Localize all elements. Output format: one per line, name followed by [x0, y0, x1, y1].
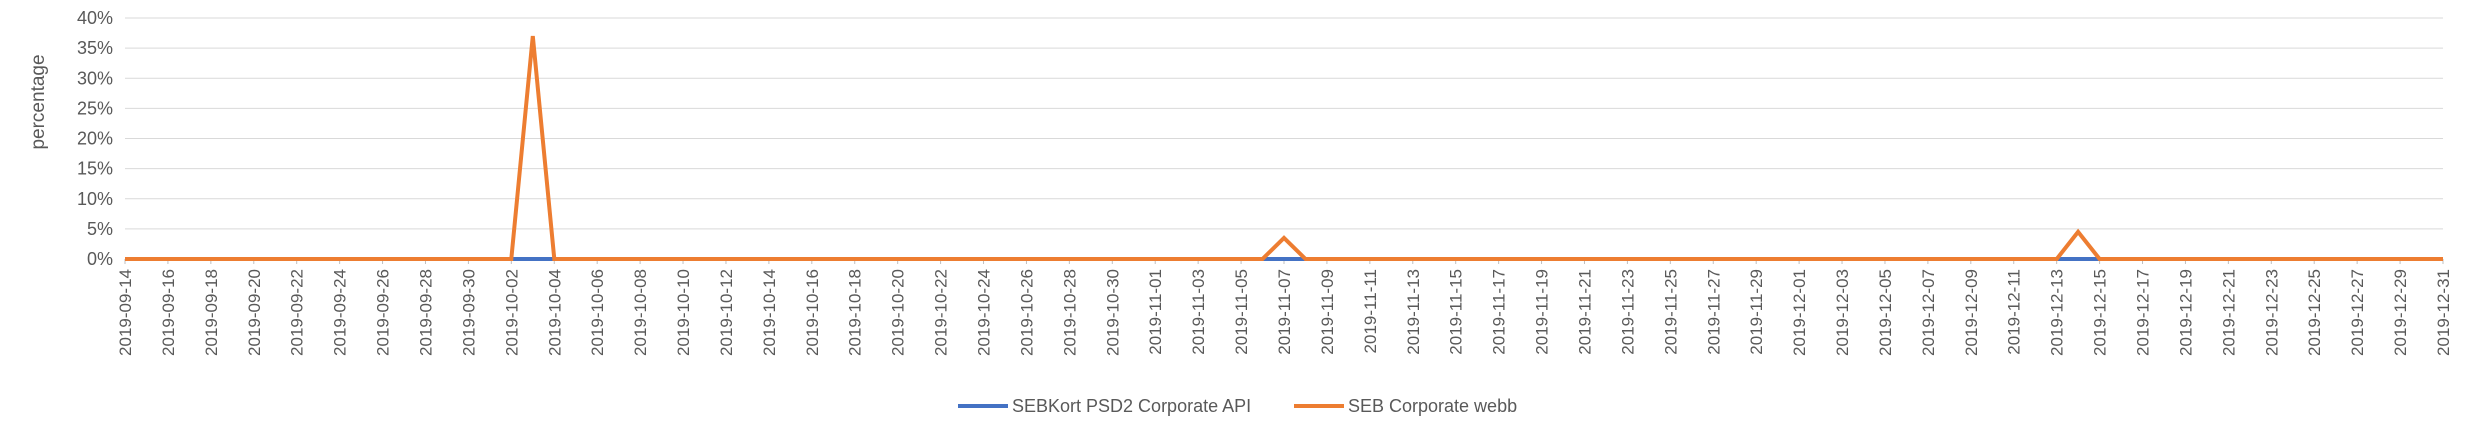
- x-tick-label: 2019-12-07: [1919, 269, 1938, 356]
- x-tick-label: 2019-10-02: [502, 269, 521, 356]
- x-tick-label: 2019-12-25: [2305, 269, 2324, 356]
- x-tick-label: 2019-11-05: [1232, 269, 1251, 355]
- legend-label: SEBKort PSD2 Corporate API: [1012, 396, 1251, 416]
- x-tick-label: 2019-09-26: [374, 269, 393, 356]
- y-tick-label: 30%: [77, 68, 113, 88]
- y-tick-label: 35%: [77, 38, 113, 58]
- x-tick-label: 2019-12-05: [1876, 269, 1895, 356]
- x-tick-label: 2019-11-15: [1447, 269, 1466, 355]
- x-tick-label: 2019-11-29: [1747, 269, 1766, 355]
- y-tick-label: 10%: [77, 189, 113, 209]
- x-tick-label: 2019-12-11: [2005, 269, 2024, 355]
- y-tick-label: 5%: [87, 219, 113, 239]
- x-tick-label: 2019-12-09: [1962, 269, 1981, 356]
- x-tick-label: 2019-12-13: [2048, 269, 2067, 356]
- x-tick-label: 2019-09-18: [202, 269, 221, 356]
- x-tick-label: 2019-10-30: [1103, 269, 1122, 356]
- x-tick-label: 2019-11-23: [1618, 269, 1637, 355]
- x-tick-label: 2019-12-31: [2434, 269, 2453, 356]
- x-tick-label: 2019-10-12: [717, 269, 736, 356]
- x-tick-label: 2019-10-10: [674, 269, 693, 356]
- legend: SEBKort PSD2 Corporate API SEB Corporate …: [958, 396, 1517, 416]
- x-tick-label: 2019-09-28: [416, 269, 435, 356]
- x-tick-label: 2019-10-18: [846, 269, 865, 356]
- x-tick-label: 2019-12-15: [2091, 269, 2110, 356]
- x-tick-label: 2019-12-01: [1790, 269, 1809, 356]
- x-tick-label: 2019-09-24: [331, 269, 350, 356]
- x-tick-label: 2019-10-14: [760, 269, 779, 356]
- x-tick-label: 2019-11-01: [1146, 269, 1165, 355]
- x-tick-label: 2019-12-23: [2262, 269, 2281, 356]
- x-tick-label: 2019-12-27: [2348, 269, 2367, 356]
- x-tick-label: 2019-10-08: [631, 269, 650, 356]
- x-tick-label: 2019-09-16: [159, 269, 178, 356]
- y-tick-label: 0%: [87, 249, 113, 269]
- x-tick-label: 2019-11-17: [1490, 269, 1509, 355]
- x-tick-label: 2019-11-27: [1704, 269, 1723, 355]
- y-tick-label: 20%: [77, 129, 113, 149]
- x-tick-label: 2019-10-22: [932, 269, 951, 356]
- x-tick-label: 2019-11-11: [1361, 269, 1380, 353]
- gridlines: [125, 17, 2443, 260]
- x-tick-label: 2019-12-29: [2391, 269, 2410, 356]
- x-tick-label: 2019-10-06: [588, 269, 607, 356]
- x-tick-label: 2019-11-13: [1404, 269, 1423, 355]
- x-tick-label: 2019-10-16: [803, 269, 822, 356]
- x-tick-label: 2019-10-24: [975, 269, 994, 356]
- x-tick-label: 2019-11-09: [1318, 269, 1337, 355]
- x-tick-label: 2019-11-07: [1275, 269, 1294, 355]
- y-tick-label: 25%: [77, 98, 113, 118]
- x-tick-label: 2019-11-03: [1189, 269, 1208, 355]
- x-tick-label: 2019-11-21: [1575, 269, 1594, 355]
- x-tick-label: 2019-10-20: [889, 269, 908, 356]
- x-tick-label: 2019-12-17: [2134, 269, 2153, 356]
- x-tick-label: 2019-12-21: [2219, 269, 2238, 356]
- x-tick-label: 2019-10-26: [1017, 269, 1036, 356]
- series-lines: [125, 35, 2443, 261]
- x-tick-label: 2019-11-19: [1533, 269, 1552, 355]
- x-tick-label: 2019-10-28: [1060, 269, 1079, 356]
- x-tick-label: 2019-09-14: [116, 269, 135, 356]
- x-tick-label: 2019-09-22: [288, 269, 307, 356]
- y-tick-label: 40%: [77, 8, 113, 28]
- series-line-seb-corporate-webb: [125, 35, 2443, 261]
- x-axis-ticks: 2019-09-14 2019-09-16 2019-09-18 2019-09-20…: [116, 259, 2453, 356]
- x-tick-label: 2019-09-20: [245, 269, 264, 356]
- y-axis-ticks: 0% 5% 10% 15% 20% 25% 30% 35% 40%: [77, 8, 113, 269]
- x-tick-label: 2019-12-19: [2176, 269, 2195, 356]
- y-axis-title: percentage: [28, 54, 49, 149]
- legend-label: SEB Corporate webb: [1348, 396, 1517, 416]
- x-tick-label: 2019-10-04: [545, 269, 564, 356]
- x-tick-label: 2019-12-03: [1833, 269, 1852, 356]
- x-tick-label: 2019-09-30: [459, 269, 478, 356]
- x-tick-label: 2019-11-25: [1661, 269, 1680, 355]
- y-tick-label: 15%: [77, 159, 113, 179]
